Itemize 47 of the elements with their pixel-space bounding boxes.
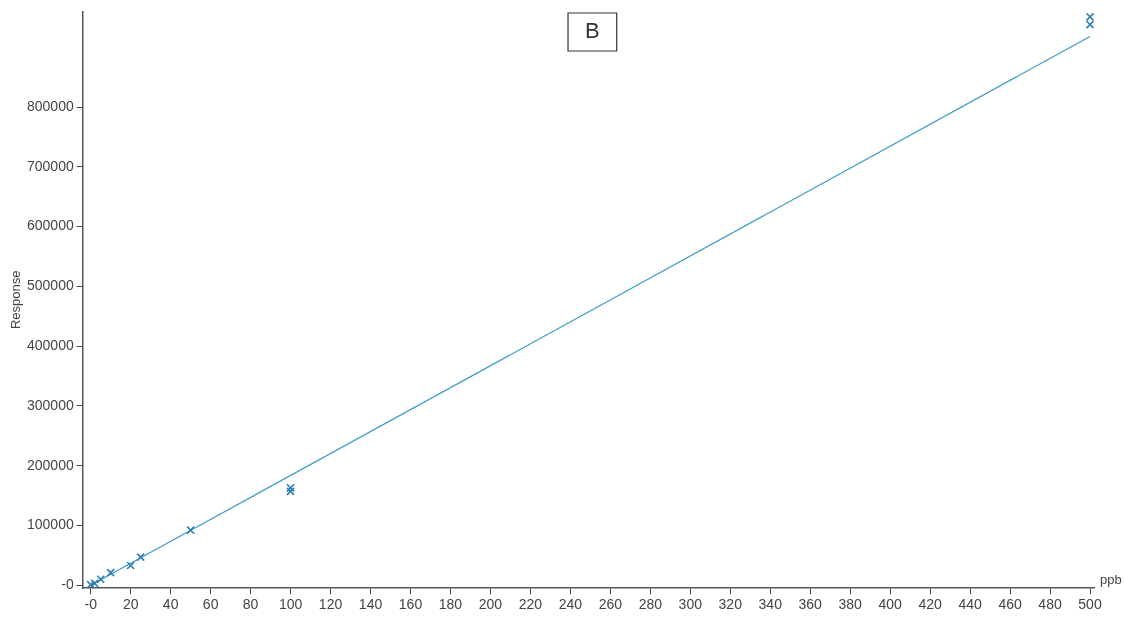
y-tick-label: 100000 (27, 516, 74, 533)
y-tick-label: 600000 (27, 217, 74, 234)
point (90, 579, 100, 588)
x-tick-label: 200 (478, 596, 503, 613)
x-tick-label: 460 (998, 596, 1022, 613)
x-tick-label: 400 (878, 596, 903, 613)
point (186, 525, 195, 535)
y-tick-label: 500000 (27, 277, 74, 294)
x-tick-label: 300 (678, 596, 703, 613)
x-tick-label: 100 (278, 596, 303, 613)
x-tick-label: 320 (718, 596, 743, 613)
x-tick-label: 160 (398, 596, 423, 613)
y-tick-label: -0 (61, 576, 74, 593)
x-tick-label: 500 (1078, 596, 1102, 613)
x-tick-label: 280 (638, 596, 663, 613)
x-tick-label: 260 (598, 596, 623, 613)
x-tick-label: 120 (318, 596, 343, 613)
x-tick-label: 60 (202, 596, 219, 613)
point (286, 483, 295, 493)
x-tick-label: 80 (242, 596, 259, 613)
point (286, 487, 295, 496)
x-tick-label: 340 (758, 596, 783, 613)
x-tick-label: 440 (958, 596, 982, 613)
x-tick-label: 380 (838, 596, 863, 613)
x-tick-label: 180 (438, 596, 463, 613)
annotation: B (585, 18, 600, 44)
y-tick-label: 400000 (27, 336, 74, 353)
x-tick-label: 140 (358, 596, 383, 613)
y-tick-label: 300000 (27, 396, 74, 413)
point (96, 574, 106, 584)
y-axis-title: Response (7, 270, 23, 330)
x-axis-title: ppb (1100, 571, 1122, 587)
point (86, 580, 96, 589)
x-tick-label: 480 (1038, 596, 1062, 613)
x-tick-label: 40 (162, 596, 179, 613)
x-tick-label: 360 (798, 596, 823, 613)
x-tick-label: 420 (918, 596, 943, 613)
y-tick-label: 800000 (27, 97, 74, 114)
point (126, 561, 136, 570)
x-tick-label: -0 (84, 596, 98, 613)
x-tick-label: 240 (558, 596, 583, 613)
x-tick-label: 20 (122, 596, 139, 613)
point (106, 568, 116, 577)
y-tick-label: 700000 (27, 157, 74, 174)
x-tick-label: 220 (518, 596, 543, 613)
point (136, 552, 146, 562)
y-tick-label: 200000 (27, 456, 74, 473)
